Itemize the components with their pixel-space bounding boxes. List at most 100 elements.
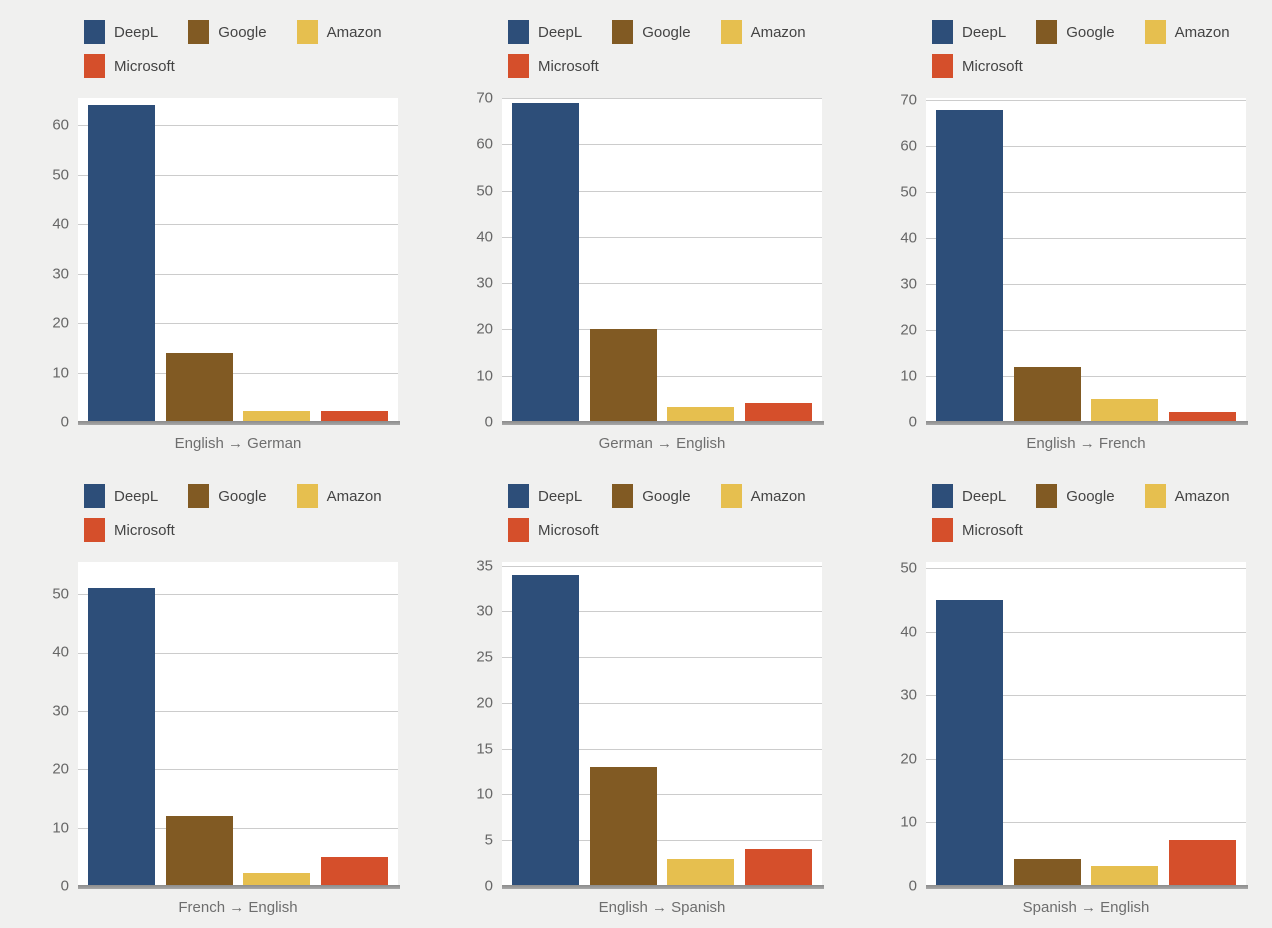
microsoft-swatch-icon — [932, 54, 953, 78]
legend: DeepL Google Amazon Microsoft — [508, 20, 822, 78]
legend-label: Google — [218, 23, 267, 41]
legend-row: Microsoft — [84, 518, 398, 542]
plot-area: 0 10 20 30 40 50 60 — [52, 98, 400, 430]
gridline-y-50 — [78, 594, 398, 596]
y-tick-label: 70 — [900, 91, 917, 109]
google-swatch-icon — [612, 20, 634, 44]
amazon-swatch-icon — [296, 484, 318, 508]
legend-label: DeepL — [538, 23, 583, 41]
gridline-y-30 — [78, 710, 398, 712]
legend-row: Microsoft — [932, 518, 1246, 542]
gridline-y-30 — [926, 284, 1246, 286]
y-tick-label: 0 — [484, 877, 493, 895]
legend-item-deepl: DeepL — [932, 20, 1006, 44]
google-swatch-icon — [188, 20, 210, 44]
deepl-swatch-icon — [84, 20, 105, 44]
gridline-y-30 — [78, 273, 398, 275]
y-tick-label: 5 — [484, 831, 493, 849]
legend-row: Microsoft — [84, 54, 398, 78]
gridline-y-20 — [78, 323, 398, 325]
legend: DeepL Google Amazon Microsoft — [932, 20, 1246, 78]
bar-deepl — [936, 109, 1004, 422]
legend-label: DeepL — [538, 487, 583, 505]
y-tick-label: 10 — [52, 819, 69, 837]
bar-deepl — [512, 102, 580, 422]
bars-group — [78, 562, 398, 886]
bar-amazon — [243, 873, 311, 886]
x-axis-label: Spanish → English — [1022, 899, 1150, 916]
bar-google — [165, 352, 233, 422]
gridline-y-40 — [926, 631, 1246, 633]
x-axis-baseline — [926, 421, 1248, 425]
gridline-y-50 — [926, 568, 1246, 570]
amazon-swatch-icon — [720, 484, 742, 508]
gridline-y-70 — [926, 100, 1246, 102]
legend-label: Amazon — [326, 23, 382, 41]
y-tick-label: 20 — [52, 314, 69, 332]
gridline-y-50 — [926, 192, 1246, 194]
y-tick-label: 20 — [476, 694, 493, 712]
gridline-y-30 — [502, 283, 822, 285]
deepl-swatch-icon — [932, 20, 953, 44]
gridline-y-10 — [502, 794, 822, 796]
x-axis-label: English → Spanish — [598, 899, 726, 916]
amazon-swatch-icon — [1144, 484, 1166, 508]
legend-label: DeepL — [962, 487, 1007, 505]
bar-microsoft — [1168, 840, 1236, 886]
y-tick-label: 40 — [900, 229, 917, 247]
legend-item-microsoft: Microsoft — [932, 54, 1023, 78]
legend-item-deepl: DeepL — [508, 484, 582, 508]
y-tick-label: 60 — [900, 137, 917, 155]
legend-item-amazon: Amazon — [1144, 20, 1230, 44]
chart-panel-german-english: DeepL Google Amazon Microsoft 0 10 20 30 40 50 60 7… — [424, 0, 848, 464]
chart-body: 0 5 10 15 20 25 30 35 — [464, 558, 824, 894]
gridline-y-25 — [502, 657, 822, 659]
y-tick-label: 0 — [484, 413, 493, 431]
chart-panel-french-english: DeepL Google Amazon Microsoft 0 10 20 30 40 50 Fre… — [0, 464, 424, 928]
y-tick-label: 50 — [476, 182, 493, 200]
bar-amazon — [1091, 866, 1159, 886]
legend-row: DeepL Google Amazon — [508, 20, 822, 44]
google-swatch-icon — [1036, 20, 1058, 44]
legend-label: Amazon — [326, 487, 382, 505]
legend-label: Microsoft — [962, 521, 1023, 539]
y-tick-label: 10 — [476, 367, 493, 385]
legend-row: Microsoft — [932, 54, 1246, 78]
plot-area: 0 5 10 15 20 25 30 35 — [476, 558, 824, 894]
gridline-y-10 — [926, 822, 1246, 824]
gridline-y-50 — [502, 190, 822, 192]
gridline-y-60 — [78, 125, 398, 127]
y-tick-label: 25 — [476, 648, 493, 666]
gridline-y-20 — [926, 330, 1246, 332]
legend-item-google: Google — [1036, 484, 1115, 508]
legend-label: Google — [218, 487, 267, 505]
legend-label: DeepL — [114, 487, 159, 505]
bar-google — [165, 815, 233, 886]
gridline-y-20 — [926, 758, 1246, 760]
legend-label: Google — [1066, 23, 1115, 41]
bar-microsoft — [744, 849, 812, 886]
legend-label: Amazon — [750, 487, 806, 505]
y-tick-label: 10 — [52, 364, 69, 382]
bars-group — [78, 98, 398, 422]
legend-label: Amazon — [750, 23, 806, 41]
gridline-y-35 — [502, 565, 822, 567]
legend-label: Google — [642, 23, 691, 41]
legend-label: DeepL — [114, 23, 159, 41]
gridline-y-60 — [502, 144, 822, 146]
deepl-swatch-icon — [508, 20, 529, 44]
legend-label: Amazon — [1174, 487, 1230, 505]
plot-area: 0 10 20 30 40 50 60 70 — [900, 93, 1248, 430]
legend-row: DeepL Google Amazon — [932, 20, 1246, 44]
gridline-y-10 — [78, 827, 398, 829]
y-tick-label: 0 — [908, 413, 917, 431]
legend-label: Microsoft — [962, 57, 1023, 75]
bar-deepl — [936, 600, 1004, 886]
deepl-swatch-icon — [932, 484, 953, 508]
bar-deepl — [88, 588, 156, 886]
legend-row: DeepL Google Amazon — [84, 20, 398, 44]
amazon-swatch-icon — [1144, 20, 1166, 44]
microsoft-swatch-icon — [508, 54, 529, 78]
legend: DeepL Google Amazon Microsoft — [84, 484, 398, 542]
